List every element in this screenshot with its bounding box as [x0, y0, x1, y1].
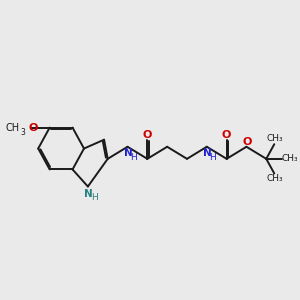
Text: 3: 3	[20, 128, 25, 137]
Text: N: N	[124, 148, 133, 158]
Text: H: H	[91, 193, 98, 202]
Text: N: N	[203, 148, 212, 158]
Text: O: O	[222, 130, 231, 140]
Text: CH₃: CH₃	[266, 174, 283, 183]
Text: O: O	[243, 137, 252, 147]
Text: CH: CH	[5, 123, 20, 133]
Text: CH₃: CH₃	[282, 154, 298, 163]
Text: N: N	[83, 189, 92, 199]
Text: H: H	[130, 153, 137, 162]
Text: H: H	[210, 153, 216, 162]
Text: O: O	[143, 130, 152, 140]
Text: CH₃: CH₃	[266, 134, 283, 143]
Text: O: O	[28, 123, 38, 133]
